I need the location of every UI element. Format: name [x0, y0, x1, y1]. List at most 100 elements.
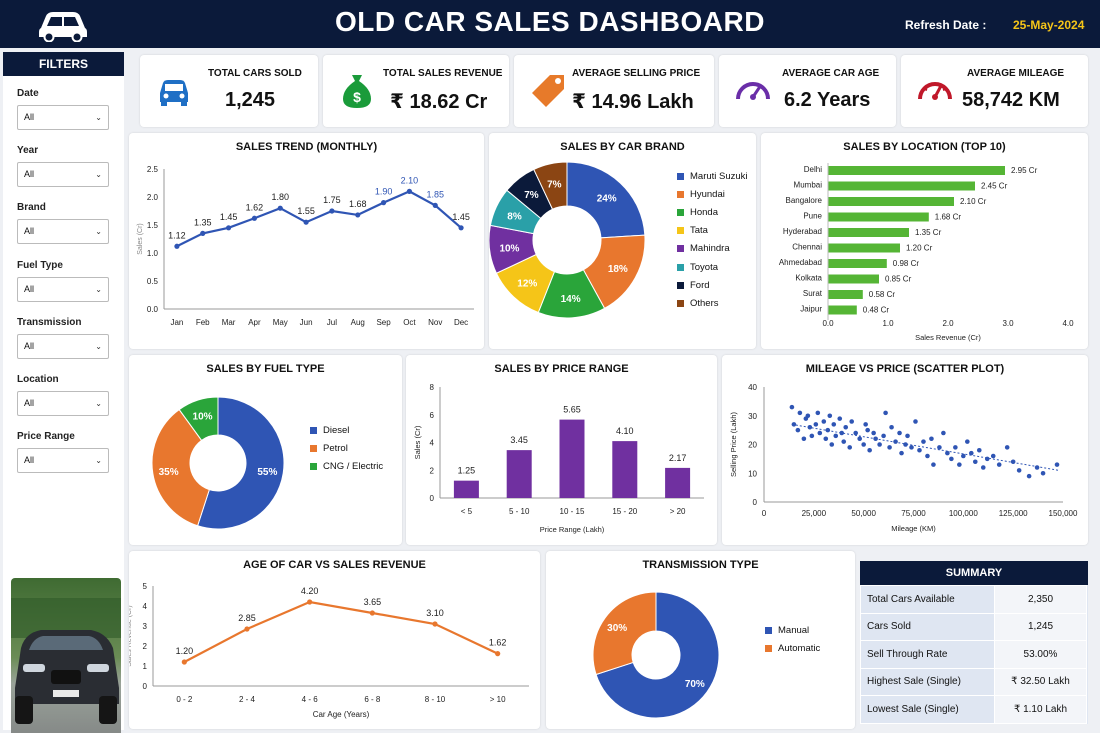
legend-swatch [677, 227, 684, 235]
slice-label: 24% [597, 194, 617, 205]
y-axis-label: Selling Price (Lakh) [729, 411, 738, 477]
slice-label: 35% [159, 467, 179, 478]
slice-label: 55% [257, 467, 277, 478]
x-tick-label: Jul [327, 318, 337, 327]
bar [828, 305, 857, 315]
filter-dropdown[interactable]: All ⌄ [17, 276, 109, 302]
scatter-point [795, 427, 801, 433]
sales-by-price-chart: 0 2 4 6 8 1.25 < 5 3.45 5 - 10 5.65 10 - 15 4.10 15 … [413, 383, 704, 534]
slice-label: 14% [561, 294, 581, 305]
legend-swatch [310, 426, 317, 434]
filter-dropdown[interactable]: All ⌄ [17, 333, 109, 359]
chevron-down-icon: ⌄ [95, 227, 102, 237]
x-tick-label: 8 - 10 [425, 695, 446, 704]
data-label: 1.45 [452, 212, 470, 222]
filter-value: All [24, 455, 35, 466]
car-photo [11, 578, 121, 733]
legend-item: Hyundai [677, 185, 748, 203]
data-label: 3.10 [426, 608, 444, 618]
bar-category-label: Surat [803, 289, 823, 298]
data-label: 1.12 [168, 230, 186, 240]
scatter-point [897, 430, 902, 436]
y-tick-label: 1 [143, 662, 148, 671]
sales-by-location-card: SALES BY LOCATION (TOP 10) Delhi 2.95 Cr M… [761, 133, 1088, 349]
chevron-down-icon: ⌄ [95, 456, 102, 466]
x-tick-label: 100,000 [949, 509, 978, 518]
scatter-point [839, 430, 845, 436]
data-point [277, 205, 283, 211]
filter-value: All [24, 398, 35, 408]
legend-item: Maruti Suzuki [677, 167, 748, 185]
data-label: 1.90 [375, 187, 393, 197]
scatter-point [843, 424, 849, 430]
summary-row: Sell Through Rate 53.00% [860, 640, 1087, 669]
pie-slice [533, 161, 568, 210]
sales-by-price-title: SALES BY PRICE RANGE [494, 363, 629, 375]
scatter-point [815, 410, 821, 416]
x-tick-label: Sep [376, 318, 391, 327]
x-tick-label: Apr [248, 318, 261, 327]
data-point [307, 599, 313, 605]
chevron-down-icon: ⌄ [95, 170, 102, 180]
mileage-vs-price-title: MILEAGE VS PRICE (SCATTER PLOT) [805, 363, 1005, 375]
data-label: 1.20 [176, 646, 194, 656]
y-tick-label: 6 [430, 411, 435, 420]
x-tick-label: 15 - 20 [612, 507, 637, 516]
legend-item: Manual [765, 621, 820, 639]
scatter-point [863, 422, 868, 427]
filter-dropdown[interactable]: All ⌄ [17, 391, 109, 416]
filter-date: Date All ⌄ [17, 88, 109, 130]
y-tick-label: 4 [143, 602, 148, 611]
scatter-point [929, 436, 934, 442]
data-point [369, 610, 375, 616]
scatter-point [849, 419, 855, 424]
data-point [244, 626, 250, 632]
kpi-value: ₹ 18.62 Cr [390, 91, 488, 113]
legend-swatch [677, 299, 684, 307]
data-label: 1.35 [194, 217, 212, 227]
legend-item: CNG / Electric [310, 457, 383, 475]
sales-by-brand-title: SALES BY CAR BRAND [560, 141, 685, 153]
data-point [225, 225, 232, 231]
scatter-point [827, 413, 833, 419]
refresh-date-value: 25-May-2024 [1013, 18, 1085, 32]
x-tick-label: 75,000 [901, 509, 926, 518]
y-tick-label: 10 [748, 469, 757, 478]
scatter-point [1004, 445, 1010, 450]
summary-value: ₹ 1.10 Lakh [994, 695, 1087, 724]
scatter-point [813, 422, 819, 427]
gauge-icon [733, 71, 773, 111]
bar [828, 290, 863, 299]
data-point [406, 188, 413, 194]
kpi-title: AVERAGE CAR AGE [782, 68, 880, 79]
x-tick-label: 2.0 [942, 319, 954, 328]
scatter-point [889, 424, 894, 430]
x-tick-label: Mar [222, 318, 236, 327]
legend-item: Diesel [310, 421, 383, 439]
bar [665, 467, 691, 498]
filter-dropdown[interactable]: All ⌄ [17, 448, 109, 474]
slice-label: 7% [524, 190, 539, 201]
legend-swatch [677, 281, 684, 289]
filter-label: Brand [17, 202, 46, 214]
kpi-card-5: AVERAGE MILEAGE 58,742 KM [901, 55, 1088, 127]
x-tick-label: 150,000 [1049, 509, 1078, 518]
kpi-title: AVERAGE SELLING PRICE [572, 68, 701, 79]
data-point [380, 200, 387, 206]
pie-slice [178, 396, 219, 442]
filter-dropdown[interactable]: All ⌄ [17, 105, 109, 130]
x-tick-label: Feb [196, 318, 210, 327]
y-tick-label: 1.0 [147, 249, 159, 258]
x-axis-label: Sales Revenue (Cr) [915, 333, 981, 342]
y-tick-label: 20 [748, 441, 757, 450]
slice-label: 10% [499, 243, 519, 254]
filter-value: All [24, 226, 35, 237]
sales-by-fuel-legend: Diesel Petrol CNG / Electric [310, 421, 383, 476]
filter-value: All [24, 112, 35, 122]
legend-label: Toyota [690, 261, 718, 273]
legend-swatch [677, 208, 684, 216]
summary-panel: SUMMARY Total Cars Available 2,350 Cars So… [860, 561, 1088, 724]
filter-dropdown[interactable]: All ⌄ [17, 219, 109, 245]
scatter-point [931, 462, 936, 467]
filter-dropdown[interactable]: All ⌄ [17, 162, 109, 188]
